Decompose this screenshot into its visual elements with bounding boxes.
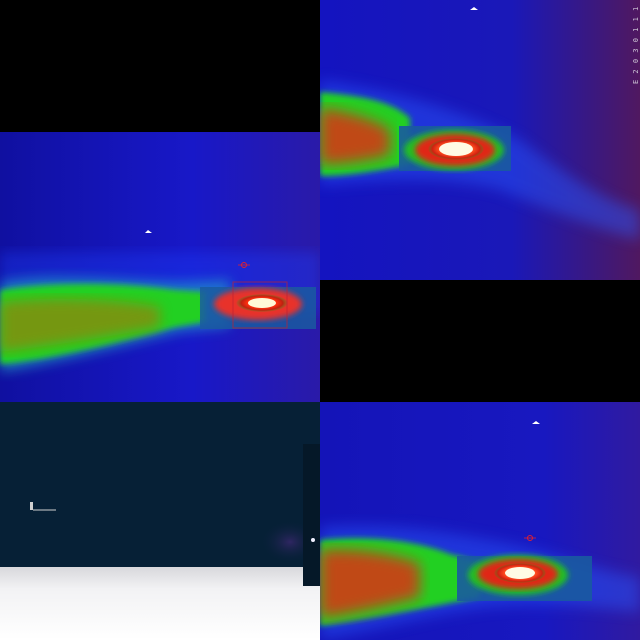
light-point	[311, 538, 315, 542]
cursor-marker-icon	[30, 502, 56, 511]
door-frame	[303, 444, 320, 586]
black-band	[320, 280, 640, 402]
thermal-panel-bottom-right	[320, 402, 640, 640]
thermal-heatmap	[0, 132, 320, 402]
marker-icon	[532, 421, 540, 424]
target-frame	[232, 281, 288, 329]
plume-core	[0, 298, 160, 352]
plume-core	[320, 549, 420, 618]
dark-scene-panel-bottom-left	[0, 402, 320, 640]
crosshair-icon	[524, 535, 536, 541]
crosshair-icon	[238, 262, 250, 268]
plume-core	[320, 108, 390, 164]
edge-caption: E 2 0 3 0 1 1 1 1	[632, 5, 640, 84]
thermal-heatmap	[320, 0, 640, 280]
thermal-panel-top-left	[0, 0, 320, 402]
marker-icon	[470, 7, 478, 10]
black-band	[0, 0, 320, 132]
marker-icon	[145, 230, 152, 233]
dark-scene	[0, 402, 320, 640]
thermal-panel-top-right: E 2 0 3 0 1 1 1 1	[320, 0, 640, 402]
floor	[0, 567, 320, 640]
thermal-heatmap	[320, 402, 640, 640]
